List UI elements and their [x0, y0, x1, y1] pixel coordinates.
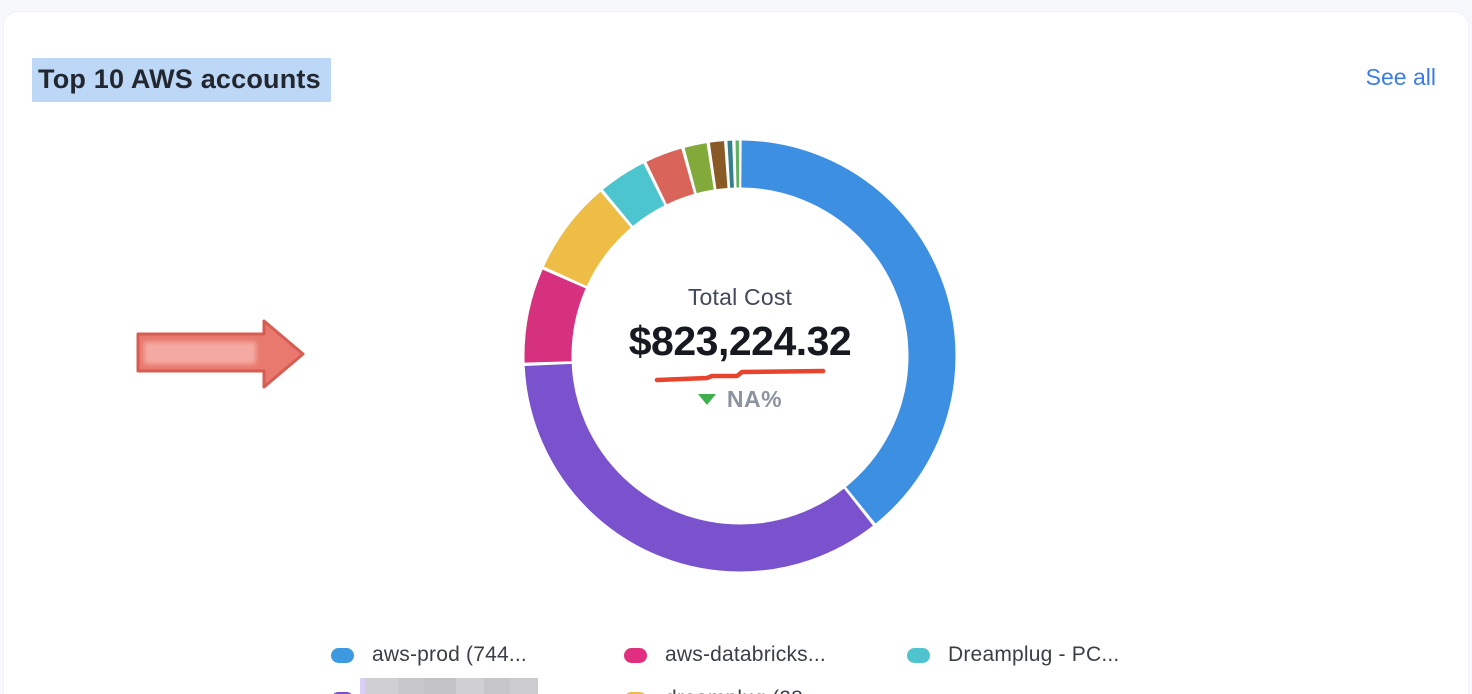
legend-redaction-box — [360, 678, 538, 694]
donut-segment-1[interactable] — [524, 140, 956, 572]
delta-value: NA% — [726, 386, 783, 412]
legend-marker — [624, 647, 647, 663]
legend-item-dreamplug[interactable]: dreamplug (28... — [624, 686, 821, 694]
scribble-line — [654, 368, 826, 383]
legend-marker — [331, 691, 354, 694]
legend-item-label: dreamplug (28... — [665, 687, 821, 694]
total-cost-value: $823,224.32 — [628, 318, 852, 364]
top-accounts-card: Top 10 AWS accounts See all Total Cost $… — [4, 12, 1468, 694]
legend-marker — [331, 647, 354, 663]
total-cost-label: Total Cost — [687, 284, 793, 310]
delta-indicator: NA% — [600, 386, 880, 413]
caret-down-icon — [697, 394, 716, 405]
legend-marker — [907, 647, 930, 663]
donut-center: Total Cost $823,224.32 NA% — [600, 284, 880, 413]
legend-item-aws-databricks[interactable]: aws-databricks... — [624, 642, 826, 668]
legend-item-label: aws-prod (744... — [372, 643, 527, 666]
legend-item-label: aws-databricks... — [665, 643, 826, 666]
scribble-underline — [654, 368, 826, 383]
arrow-redaction-blur — [144, 342, 256, 364]
annotation-arrow — [136, 319, 305, 389]
legend-marker — [624, 691, 647, 694]
page-title: Top 10 AWS accounts — [32, 58, 331, 102]
donut-segment-0[interactable] — [524, 140, 956, 572]
legend-item-aws-prod[interactable]: aws-prod (744... — [331, 642, 527, 668]
see-all-link[interactable]: See all — [1365, 64, 1436, 90]
donut-chart — [524, 140, 956, 572]
legend-item-label: Dreamplug - PC... — [948, 643, 1120, 666]
legend-item-redacted[interactable] — [331, 686, 354, 694]
legend-item-dreamplug-pc[interactable]: Dreamplug - PC... — [907, 642, 1119, 668]
donut-segment-2[interactable] — [524, 140, 956, 572]
